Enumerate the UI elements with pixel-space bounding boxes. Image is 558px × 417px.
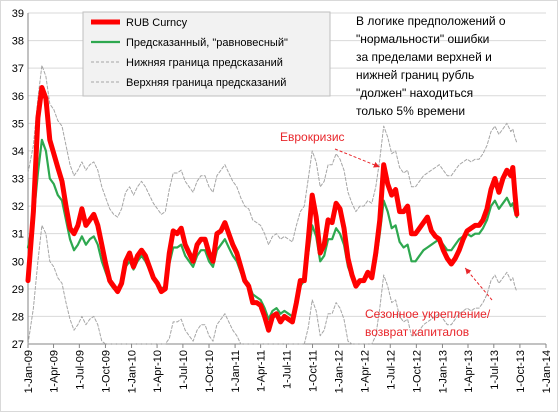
x-tick-label: 1-Jan-09 — [23, 350, 35, 393]
annotation-seasonal: Сезонное укрепление/возврат капиталов — [365, 267, 493, 339]
x-tick-label: 1-Oct-13 — [515, 350, 527, 393]
annotation-note: В логике предположений о "нормальности" о… — [356, 14, 506, 118]
x-tick-label: 1-Apr-10 — [152, 350, 164, 393]
x-tick-label: 1-Oct-09 — [100, 350, 112, 393]
legend-label: Нижняя граница предсказаний — [126, 57, 283, 69]
x-tick-label: 1-Apr-09 — [49, 350, 61, 393]
annotation-eurocrisis: Еврокризис — [280, 130, 380, 168]
y-tick-label: 30 — [12, 256, 24, 268]
series-rub-curncy — [25, 85, 520, 333]
legend-item-predicted: Предсказанный, "равновесный" — [91, 37, 288, 49]
x-tick-label: 1-Jul-10 — [178, 350, 190, 390]
x-tick-label: 1-Apr-13 — [463, 350, 475, 393]
x-tick-label: 1-Jul-12 — [385, 350, 397, 390]
x-tick-label: 1-Jan-11 — [230, 350, 242, 393]
y-tick-label: 38 — [12, 36, 24, 48]
x-tick-label: 1-Oct-12 — [411, 350, 423, 393]
y-tick-label: 28 — [12, 311, 24, 323]
annotation-seasonal-line: возврат капиталов — [365, 325, 469, 339]
x-tick-label: 1-Apr-11 — [256, 350, 268, 392]
legend-label: RUB Curncy — [126, 17, 188, 29]
x-tick-label: 1-Oct-11 — [308, 350, 320, 392]
x-tick-label: 1-Jul-09 — [74, 350, 86, 390]
y-tick-label: 37 — [12, 63, 24, 75]
series-upper-bound — [27, 64, 518, 246]
y-tick-label: 27 — [12, 339, 24, 351]
legend-box — [82, 11, 331, 97]
annotation-seasonal-arrow — [464, 267, 493, 301]
annotation-note-line: "должен" находиться — [356, 86, 473, 100]
x-tick-label: 1-Jan-13 — [437, 350, 449, 393]
x-tick-label: 1-Jul-11 — [281, 350, 293, 389]
x-tick-label: 1-Oct-10 — [204, 350, 216, 393]
legend-item-lower-bound: Нижняя граница предсказаний — [91, 57, 283, 69]
annotation-note-line: "нормальности" ошибки — [356, 32, 489, 46]
y-tick-label: 39 — [12, 8, 24, 20]
legend-item-rub-curncy: RUB Curncy — [91, 17, 188, 29]
x-tick-label: 1-Apr-12 — [359, 350, 371, 393]
y-tick-label: 36 — [12, 91, 24, 103]
series-lower-bound — [27, 224, 518, 345]
annotation-note-line: В логике предположений о — [356, 14, 506, 28]
annotation-note-line: за пределами верхней и — [356, 50, 492, 64]
x-tick-label: 1-Jan-14 — [541, 350, 553, 393]
y-tick-label: 31 — [12, 229, 24, 241]
annotation-note-line: нижней границ рубль — [356, 68, 474, 82]
x-tick-label: 1-Jul-13 — [489, 350, 501, 390]
y-tick-label: 32 — [12, 201, 24, 213]
legend: RUB Curncy Предсказанный, "равновесный" Ни… — [82, 11, 331, 97]
annotation-seasonal-line: Сезонное укрепление/ — [365, 307, 491, 321]
y-tick-label: 29 — [12, 284, 24, 296]
y-tick-label: 35 — [12, 118, 24, 130]
legend-label: Верхняя граница предсказаний — [126, 77, 286, 89]
y-tick-label: 33 — [12, 174, 24, 186]
y-tick-label: 34 — [12, 146, 24, 158]
annotation-eurocrisis-label: Еврокризис — [280, 130, 345, 144]
legend-label: Предсказанный, "равновесный" — [126, 37, 288, 49]
legend-item-upper-bound: Верхняя граница предсказаний — [91, 77, 286, 89]
annotation-note-line: только 5% времени — [356, 104, 465, 118]
annotation-eurocrisis-arrow — [334, 148, 380, 168]
x-tick-label: 1-Jan-10 — [127, 350, 139, 393]
x-tick-label: 1-Jan-12 — [334, 350, 346, 393]
